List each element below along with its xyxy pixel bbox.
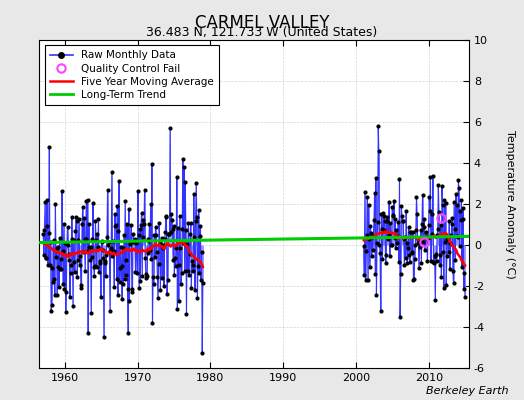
Y-axis label: Temperature Anomaly (°C): Temperature Anomaly (°C) (505, 130, 515, 278)
Text: 36.483 N, 121.733 W (United States): 36.483 N, 121.733 W (United States) (146, 26, 378, 39)
Legend: Raw Monthly Data, Quality Control Fail, Five Year Moving Average, Long-Term Tren: Raw Monthly Data, Quality Control Fail, … (45, 45, 219, 105)
Text: Berkeley Earth: Berkeley Earth (426, 386, 508, 396)
Text: CARMEL VALLEY: CARMEL VALLEY (195, 14, 329, 32)
